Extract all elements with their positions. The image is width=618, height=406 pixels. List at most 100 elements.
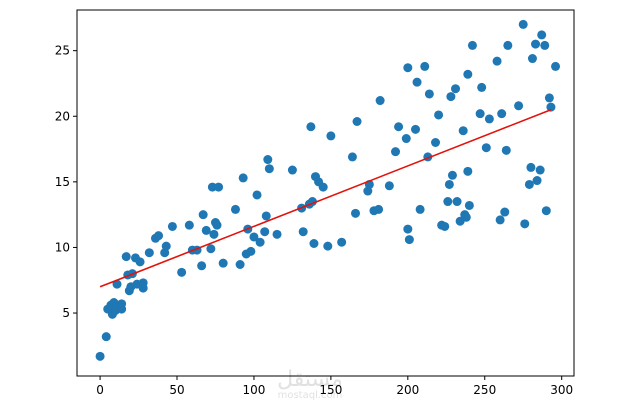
data-point [446, 92, 456, 102]
x-tick-label: 0 [96, 383, 104, 397]
data-point [177, 267, 187, 277]
data-point [318, 182, 328, 192]
data-point [440, 221, 450, 231]
data-point [112, 279, 122, 289]
data-point [309, 239, 319, 249]
data-point [475, 109, 485, 119]
watermark: مستقل mostaql.com [277, 367, 343, 401]
data-point [384, 181, 394, 191]
x-tick-label: 100 [242, 383, 265, 397]
fit-line [99, 108, 552, 288]
data-point [255, 237, 265, 247]
y-tick-label: 10 [55, 240, 70, 254]
data-point [434, 110, 444, 120]
data-point [252, 190, 262, 200]
data-point [207, 182, 217, 192]
data-point [197, 261, 207, 271]
data-point [326, 131, 336, 141]
data-point [391, 147, 401, 157]
data-point [415, 204, 425, 214]
data-point [235, 259, 245, 269]
data-point [95, 351, 105, 361]
data-points [95, 19, 561, 361]
data-point [206, 244, 216, 254]
data-point [375, 96, 385, 106]
data-point [121, 252, 131, 262]
data-point [403, 224, 413, 234]
data-point [144, 248, 154, 258]
data-point [444, 179, 454, 189]
data-point [404, 235, 414, 245]
data-point [246, 246, 256, 256]
data-point [352, 117, 362, 127]
data-point [260, 227, 270, 237]
data-point [495, 215, 505, 225]
data-point [431, 137, 441, 147]
data-point [520, 219, 530, 229]
data-point [184, 220, 194, 230]
data-point [458, 126, 468, 136]
data-point [537, 30, 547, 40]
data-point [238, 173, 248, 183]
x-tick-label: 300 [550, 383, 573, 397]
data-point [272, 229, 282, 239]
data-point [167, 221, 177, 231]
data-point [264, 164, 274, 174]
data-point [394, 122, 404, 132]
data-point [403, 63, 413, 73]
data-point [541, 206, 551, 216]
data-point [209, 229, 219, 239]
fit-line-group [99, 108, 552, 288]
data-point [481, 143, 491, 153]
data-point [298, 227, 308, 237]
data-point [501, 145, 511, 155]
data-point [161, 241, 171, 251]
data-point [477, 82, 487, 92]
data-point [452, 197, 462, 207]
data-point [261, 211, 271, 221]
data-point [540, 40, 550, 50]
data-point [337, 237, 347, 247]
data-point [497, 109, 507, 119]
data-point [420, 61, 430, 71]
data-point [347, 152, 357, 162]
data-point [526, 162, 536, 172]
data-point [492, 56, 502, 66]
data-point [154, 231, 164, 241]
data-point [500, 207, 510, 217]
data-point [263, 155, 273, 165]
data-point [443, 197, 453, 207]
data-point [214, 182, 224, 192]
y-axis-ticks: 5 10 15 20 25 [55, 44, 77, 320]
data-point [212, 220, 222, 230]
data-point [451, 84, 461, 94]
data-point [464, 200, 474, 210]
data-point [463, 166, 473, 176]
data-point [351, 208, 361, 218]
data-point [323, 241, 333, 251]
data-point [306, 122, 316, 132]
data-point [412, 77, 422, 87]
data-point [484, 114, 494, 124]
data-point [546, 102, 556, 112]
data-point [447, 170, 457, 180]
x-tick-label: 150 [319, 383, 342, 397]
data-point [532, 176, 542, 186]
data-point [544, 93, 554, 103]
data-point [535, 165, 545, 175]
y-tick-label: 5 [62, 306, 70, 320]
data-point [463, 69, 473, 79]
y-tick-label: 20 [55, 109, 70, 123]
data-point [467, 40, 477, 50]
y-tick-label: 25 [55, 44, 70, 58]
watermark-script: مستقل [277, 367, 343, 392]
x-tick-label: 50 [169, 383, 184, 397]
axes-frame [76, 9, 575, 377]
data-point [135, 257, 145, 267]
x-axis-ticks: 0 50 100 150 200 250 300 [96, 376, 573, 397]
data-point [401, 134, 411, 144]
data-point [531, 39, 541, 49]
watermark-latin: mostaql.com [278, 390, 343, 401]
data-point [249, 232, 259, 242]
